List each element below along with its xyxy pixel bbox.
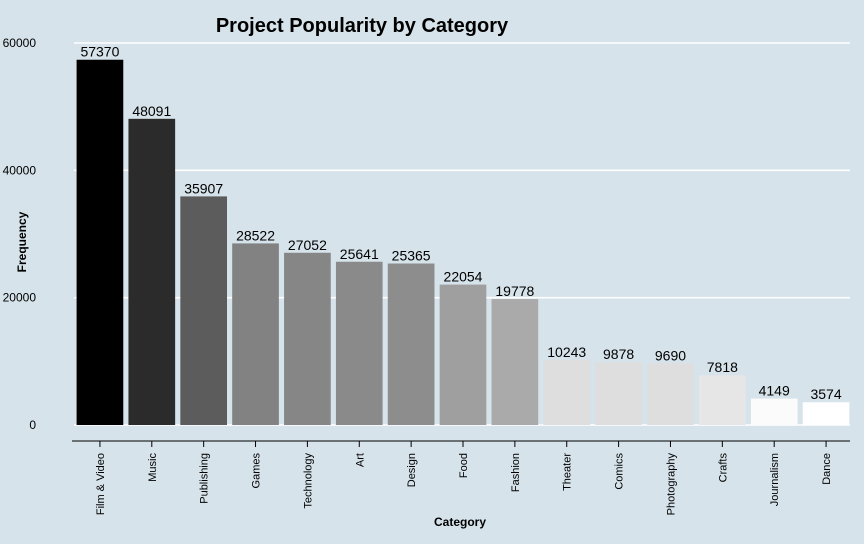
data-label: 28522: [236, 227, 275, 243]
bar: [543, 359, 591, 425]
x-tick-label: Fashion: [510, 453, 522, 492]
x-tick-label: Design: [406, 453, 418, 487]
data-label: 19778: [495, 283, 534, 299]
bar: [698, 375, 746, 425]
x-tick-label: Food: [458, 453, 470, 478]
bar: [491, 299, 539, 425]
data-labels: 57370 48091 35907 28522 27052 25641 25365 22054…: [80, 44, 841, 403]
data-label: 7818: [707, 359, 738, 375]
x-tick-label: Music: [147, 453, 159, 482]
bar: [76, 59, 124, 426]
data-label: 9878: [603, 346, 634, 362]
x-tick-label: Crafts: [717, 453, 729, 483]
bar: [439, 284, 487, 425]
x-tick-label: Comics: [614, 453, 626, 490]
data-label: 22054: [444, 269, 483, 285]
data-label: 27052: [288, 237, 327, 253]
y-tick-label: 60000: [3, 36, 37, 50]
data-label: 9690: [655, 347, 686, 363]
data-label: 4149: [759, 383, 790, 399]
x-tick-label: Dance: [821, 453, 833, 485]
x-axis-title: Category: [434, 515, 486, 529]
bar: [387, 263, 435, 425]
x-tick-label: Theater: [562, 453, 574, 491]
x-tick-label: Games: [251, 453, 263, 489]
bar: [335, 261, 383, 425]
data-label: 3574: [810, 386, 841, 402]
bar: [595, 362, 642, 425]
bar: [750, 398, 798, 425]
chart-title: Project Popularity by Category: [216, 15, 509, 37]
x-tick-label: Film & Video: [95, 453, 107, 515]
bar: [802, 402, 850, 425]
y-axis-title: Frequency: [15, 211, 29, 272]
bar: [128, 118, 176, 426]
x-tick-label: Technology: [302, 453, 314, 509]
x-tick-label: Art: [354, 453, 366, 467]
bar: [180, 196, 228, 425]
x-axis-ticks: Film & Video Music Publishing Games Technolo…: [95, 441, 833, 515]
x-tick-label: Journalism: [769, 453, 781, 506]
bar: [647, 363, 694, 425]
data-label: 25641: [340, 246, 379, 262]
y-axis-ticks: 0 20000 40000 60000: [3, 36, 37, 432]
y-tick-label: 20000: [3, 291, 37, 305]
data-label: 57370: [80, 44, 119, 60]
x-tick-label: Photography: [665, 453, 677, 516]
data-label: 35907: [184, 180, 223, 196]
bars: [76, 59, 850, 426]
x-tick-label: Publishing: [199, 453, 211, 504]
data-label: 10243: [547, 344, 586, 360]
bar: [284, 252, 331, 425]
bar: [232, 243, 279, 425]
data-label: 48091: [132, 103, 171, 119]
y-tick-label: 0: [29, 418, 36, 432]
data-label: 25365: [392, 248, 431, 264]
y-tick-label: 40000: [3, 163, 37, 177]
